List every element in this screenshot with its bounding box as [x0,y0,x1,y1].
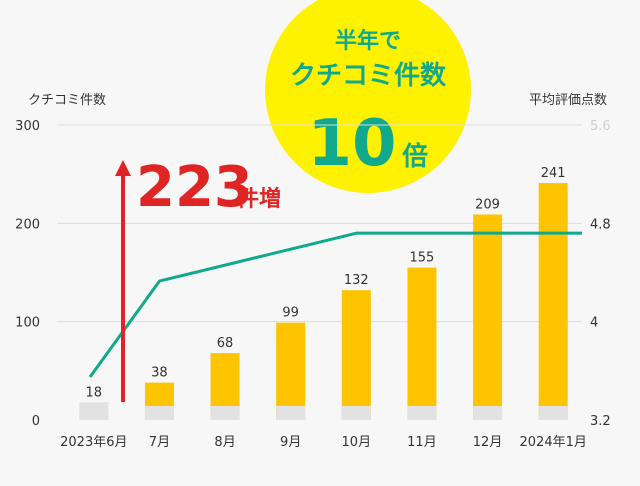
bar [79,402,109,420]
badge-line1: 半年で [335,28,401,54]
bar-base-band [341,406,371,420]
bar-value-label: 68 [217,336,234,351]
badge-line2: クチコミ件数 [290,61,447,91]
badge-multiplier-suffix: 倍 [402,141,428,172]
right-tick-label: 3.2 [590,414,611,429]
bar-value-label: 99 [282,306,299,321]
bar [473,214,503,420]
bar-value-label: 241 [541,166,566,181]
left-tick-label: 300 [15,119,40,134]
bar-value-label: 132 [344,273,369,288]
bar [407,267,437,420]
bar-base-band [473,406,503,420]
bar [276,322,306,420]
bar [538,183,568,420]
bar [341,290,371,420]
category-label: 2023年6月 [60,435,127,450]
bar-base-band [144,406,174,420]
increase-annotation-number: 223 [136,155,253,220]
category-label: 8月 [214,435,235,450]
category-label: 7月 [149,435,170,450]
bar-value-label: 209 [475,197,500,212]
right-axis-title: 平均評価点数 [529,93,607,108]
left-tick-label: 100 [15,316,40,331]
bar-base-band [276,406,306,420]
right-tick-label: 4.8 [590,217,611,232]
category-label: 9月 [280,435,301,450]
bar-value-label: 18 [86,385,103,400]
badge-multiplier-number: 10 [307,107,396,181]
bar-value-label: 155 [410,251,435,266]
category-label: 11月 [407,435,437,450]
left-tick-label: 0 [32,414,40,429]
increase-arrow-head [115,160,131,176]
bar-value-label: 38 [151,366,168,381]
left-tick-label: 200 [15,217,40,232]
bar-base-band [407,406,437,420]
increase-annotation-unit: 件増 [237,186,281,212]
category-label: 2024年1月 [520,435,587,450]
right-tick-label: 5.6 [590,119,611,134]
category-label: 12月 [473,435,503,450]
average-rating-line [88,231,582,378]
badge-circle [265,0,471,193]
right-tick-label: 4 [590,316,598,331]
bar-base-band [538,406,568,420]
left-axis-title: クチコミ件数 [28,93,106,108]
category-label: 10月 [342,435,372,450]
bar-base-band [210,406,240,420]
